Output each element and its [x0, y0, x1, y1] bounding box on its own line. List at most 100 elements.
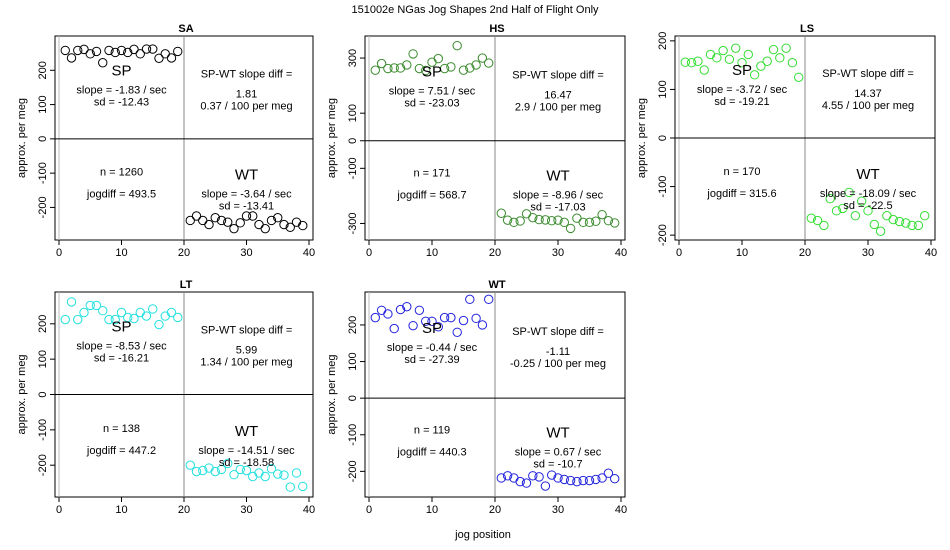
data-point: [370, 65, 380, 75]
data-point: [148, 44, 158, 54]
y-tick-label: -200: [657, 224, 669, 246]
data-point: [266, 464, 277, 474]
data-point: [402, 60, 412, 70]
slope-diff-per-meg: 4.55 / 100 per meg: [822, 100, 914, 112]
data-point: [229, 470, 239, 480]
y-tick-label: -100: [347, 424, 359, 446]
data-point: [572, 476, 582, 487]
x-tick-label: 30: [862, 247, 874, 259]
data-point: [104, 45, 114, 56]
data-point: [79, 307, 89, 318]
slope-diff-label: SP-WT slope diff =: [512, 326, 604, 338]
x-tick-label: 20: [799, 247, 811, 259]
y-axis-label: approx. per meg: [16, 98, 28, 178]
data-point: [768, 44, 779, 55]
chart-panel-hs: HS 0 10 20 30 40 -300 -100 0 100 300 approx. per me…: [326, 23, 627, 259]
data-point: [191, 211, 202, 221]
data-point: [110, 314, 120, 325]
sp-slope: slope = 7.51 / sec: [389, 85, 476, 97]
slope-diff-value: 1.81: [236, 88, 257, 100]
y-axis-label: approx. per meg: [326, 354, 338, 434]
data-point: [578, 217, 588, 228]
data-point: [216, 464, 227, 475]
data-point: [241, 465, 252, 476]
wt-label: WT: [856, 166, 879, 183]
y-tick-label: -200: [347, 460, 359, 482]
data-point: [534, 214, 544, 225]
data-point: [427, 316, 437, 326]
data-point: [515, 216, 525, 226]
sp-slope: slope = -0.44 / sec: [387, 342, 478, 354]
data-point: [73, 45, 83, 56]
slope-diff-value: 14.37: [854, 88, 882, 100]
data-point: [540, 481, 551, 491]
slope-diff-per-meg: 2.9 / 100 per meg: [515, 101, 601, 113]
data-point: [477, 320, 488, 330]
data-point: [389, 323, 399, 334]
slope-diff-label: SP-WT slope diff =: [201, 324, 293, 336]
data-point: [471, 60, 481, 70]
data-point: [129, 313, 139, 324]
x-tick-label: 10: [426, 247, 438, 259]
data-point: [712, 53, 722, 63]
data-point: [60, 45, 70, 56]
data-point: [731, 43, 741, 53]
y-tick-label: 200: [37, 315, 49, 333]
data-point: [584, 475, 595, 486]
data-point: [844, 187, 854, 198]
y-tick-label: 100: [657, 80, 669, 98]
data-point: [591, 216, 601, 226]
y-tick-label: -100: [37, 419, 49, 441]
sp-slope: slope = -1.83 / sec: [76, 84, 167, 96]
slope-diff-value: 16.47: [544, 89, 572, 101]
data-point: [223, 217, 233, 227]
x-tick-label: 0: [676, 247, 682, 259]
data-point: [737, 58, 747, 68]
wt-slope: slope = -14.51 / sec: [198, 445, 295, 457]
data-point: [603, 468, 614, 478]
data-point: [160, 49, 170, 59]
y-tick-label: -200: [37, 196, 49, 218]
data-point: [553, 473, 563, 483]
data-point: [298, 220, 308, 231]
x-tick-label: 30: [552, 504, 564, 516]
y-tick-label: -100: [37, 162, 49, 184]
wt-sd: sd = -13.41: [219, 200, 274, 212]
y-tick-label: -100: [347, 157, 359, 179]
data-point: [408, 320, 418, 331]
data-point: [198, 215, 208, 226]
y-tick-label: 200: [37, 61, 49, 79]
data-point: [515, 476, 525, 487]
n-count: n = 170: [723, 166, 760, 178]
data-point: [298, 481, 308, 492]
data-point: [597, 473, 607, 483]
data-point: [838, 203, 848, 214]
slope-diff-label: SP-WT slope diff =: [512, 69, 604, 81]
data-point: [248, 211, 258, 221]
data-point: [123, 47, 133, 58]
data-point: [210, 213, 220, 223]
data-point: [173, 46, 183, 57]
y-axis-label: approx. per meg: [16, 354, 28, 434]
y-tick-label: 300: [347, 49, 359, 67]
data-point: [135, 307, 145, 318]
data-point: [534, 472, 544, 482]
data-point: [235, 218, 245, 228]
data-point: [260, 471, 270, 482]
wt-slope: slope = -3.64 / sec: [201, 188, 292, 200]
data-point: [141, 311, 152, 321]
data-point: [66, 53, 77, 63]
data-point: [173, 312, 183, 323]
data-point: [584, 217, 595, 228]
jogdiff: jogdiff = 568.7: [396, 189, 466, 201]
data-point: [91, 46, 102, 57]
data-point: [572, 213, 582, 223]
data-point: [66, 297, 77, 307]
data-point: [116, 45, 127, 56]
x-tick-label: 40: [615, 504, 627, 516]
data-point: [291, 468, 302, 478]
data-point: [756, 61, 766, 71]
jogdiff: jogdiff = 447.2: [86, 445, 156, 457]
sp-sd: sd = -16.21: [94, 352, 149, 364]
jogdiff: jogdiff = 315.6: [706, 188, 776, 200]
